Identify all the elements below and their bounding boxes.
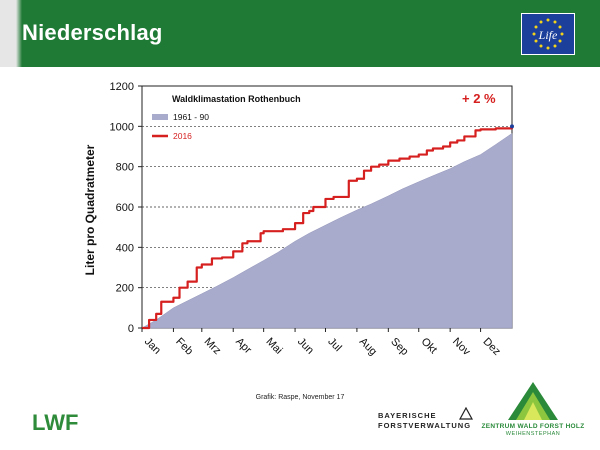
bayerische-forstverwaltung-logo: BAYERISCHE FORSTVERWALTUNG [378, 407, 474, 437]
legend-label-1961-90: 1961 - 90 [173, 112, 209, 122]
x-tick-label: Jan [142, 336, 163, 357]
zentrum-mountain-icon [508, 382, 558, 420]
x-tick-label: Nov [450, 336, 473, 359]
zentrum-line1: ZENTRUM WALD FORST HOLZ [481, 423, 585, 430]
lwf-logo-text: LWF [32, 410, 78, 435]
lwf-logo: LWF [30, 406, 86, 436]
x-tick-label: Apr [233, 336, 254, 357]
y-tick-label: 600 [116, 202, 134, 214]
zentrum-wald-forst-holz-logo: ZENTRUM WALD FORST HOLZ WEIHENSTEPHAN [478, 380, 588, 442]
y-tick-label: 0 [128, 323, 134, 335]
x-tick-label: Jun [295, 336, 316, 357]
y-axis-label: Liter pro Quadratmeter [83, 144, 97, 275]
bayerische-line2: FORSTVERWALTUNG [378, 421, 472, 430]
series-2016-group [142, 124, 514, 330]
x-tick-label: Jul [325, 336, 343, 354]
x-tick-label: Okt [419, 336, 440, 357]
slide-header: Niederschlag Life [0, 0, 600, 67]
chart-title: Waldklimastation Rothenbuch [172, 94, 301, 104]
x-tick-label: Sep [388, 336, 410, 358]
header-accent-stripe [0, 0, 22, 67]
source-note: Grafik: Raspe, November 17 [255, 394, 345, 401]
x-axis-ticks: Jan Feb Mrz Apr Mai Jun Jul Aug Sep Okt Nov Dez [141, 328, 503, 359]
chart-annotation: + 2 % [462, 91, 496, 106]
x-tick-label: Mrz [202, 336, 223, 357]
x-tick-label: Mai [264, 336, 285, 357]
zentrum-line2: WEIHENSTEPHAN [505, 431, 561, 437]
y-tick-label: 200 [116, 283, 134, 295]
legend: 1961 - 90 2016 [152, 112, 209, 141]
eu-life-flag-icon: Life [521, 13, 575, 55]
precipitation-chart: 0 200 400 600 800 1000 1200 Jan Feb Mrz Apr Mai Jun… [83, 81, 514, 359]
chart-container: 0 200 400 600 800 1000 1200 Jan Feb Mrz Apr Mai Jun… [0, 70, 600, 390]
series-line-2016 [142, 126, 514, 330]
y-tick-label: 1000 [110, 121, 134, 133]
legend-swatch-1961-90 [152, 114, 168, 120]
legend-label-2016: 2016 [173, 131, 192, 141]
series-area-1961-90 [141, 132, 513, 329]
y-tick-label: 1200 [110, 81, 134, 93]
x-tick-label: Feb [173, 336, 195, 358]
y-tick-label: 400 [116, 242, 134, 254]
life-logo-text: Life [538, 28, 558, 42]
end-marker [510, 124, 514, 129]
bayerische-line1: BAYERISCHE [378, 411, 437, 420]
y-axis-ticks: 0 200 400 600 800 1000 1200 [110, 81, 142, 335]
slide-title: Niederschlag [22, 20, 163, 45]
series-1961-90-group [141, 132, 513, 329]
y-tick-label: 800 [116, 162, 134, 174]
tree-icon [458, 407, 474, 420]
x-tick-label: Dez [480, 336, 502, 358]
x-tick-label: Aug [357, 336, 379, 358]
